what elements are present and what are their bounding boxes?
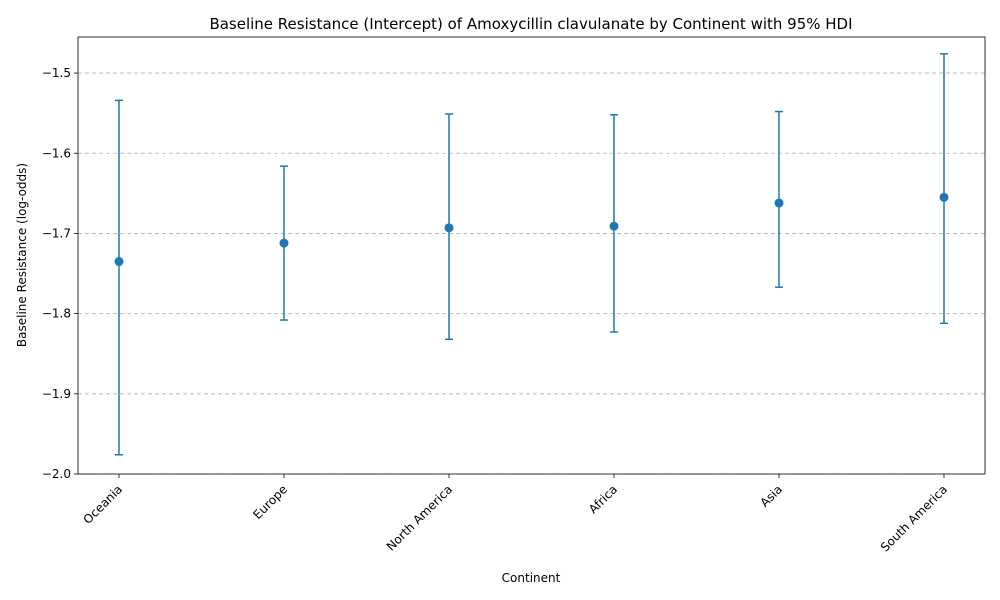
y-tick-label: −1.7 [42, 226, 71, 240]
x-axis-label: Continent [502, 571, 561, 585]
y-tick-label: −1.5 [42, 66, 71, 80]
error-bars [114, 53, 949, 456]
y-tick-label: −1.6 [42, 146, 71, 160]
errorbar-asia [774, 110, 784, 288]
y-axis-ticks: −2.0 −1.9 −1.8 −1.7 −1.6 −1.5 [42, 66, 78, 481]
x-axis-ticks: Oceania Europe North America Africa Asia Sout… [81, 474, 950, 554]
errorbar-europe [279, 165, 289, 321]
y-axis-label: Baseline Resistance (log-odds) [15, 163, 29, 347]
y-tick-label: −1.8 [42, 307, 71, 321]
x-tick-label: Oceania [81, 482, 126, 527]
mean-point [444, 223, 454, 233]
mean-point [939, 192, 949, 202]
y-tick-label: −2.0 [42, 467, 71, 481]
y-tick-label: −1.9 [42, 387, 71, 401]
chart-title: Baseline Resistance (Intercept) of Amoxy… [209, 15, 852, 33]
x-tick-label: Africa [586, 482, 620, 516]
errorbar-oceania [114, 99, 124, 456]
x-tick-label: South America [878, 482, 950, 554]
errorbar-north-america [444, 113, 454, 341]
x-tick-label: Europe [250, 482, 290, 522]
x-tick-label: North America [384, 482, 455, 553]
errorbar-africa [609, 114, 619, 333]
errorbar-south-america [939, 53, 949, 325]
mean-point [774, 198, 784, 208]
plot-frame [77, 36, 986, 475]
x-tick-label: Asia [757, 482, 785, 510]
mean-point [279, 238, 289, 248]
mean-point [609, 221, 619, 231]
mean-point [114, 257, 124, 267]
grid-lines [78, 72, 985, 475]
